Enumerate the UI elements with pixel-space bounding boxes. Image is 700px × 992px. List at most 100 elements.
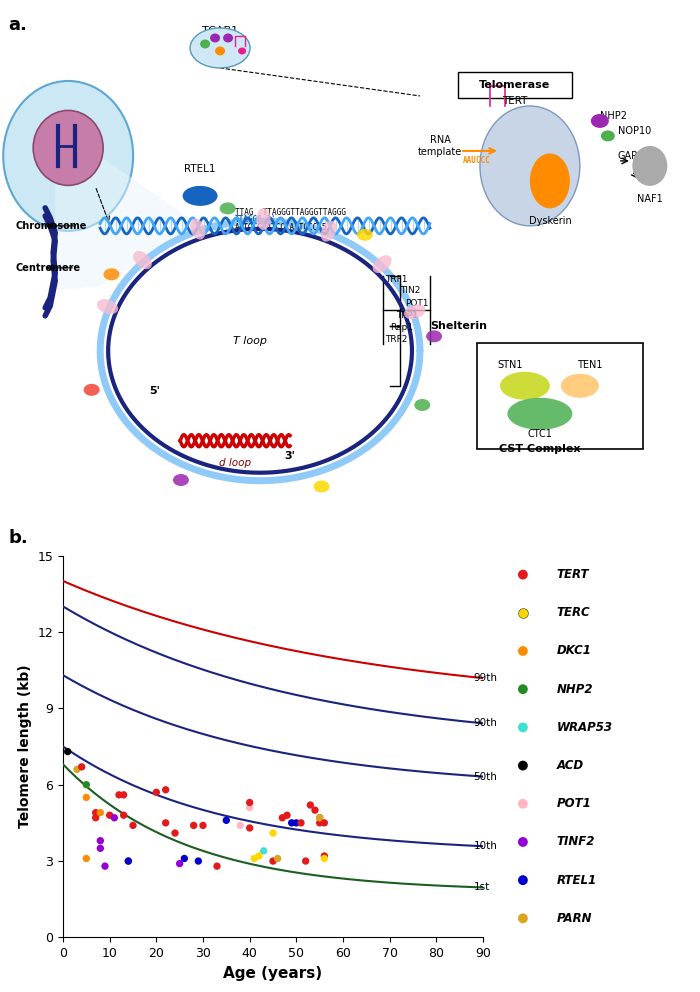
Ellipse shape <box>238 48 246 55</box>
Ellipse shape <box>173 474 189 486</box>
Point <box>80 790 92 806</box>
Text: NOP10: NOP10 <box>618 126 651 136</box>
Point <box>314 809 326 825</box>
Point <box>174 856 186 872</box>
Point <box>244 820 256 836</box>
Ellipse shape <box>104 268 120 281</box>
Text: 99th: 99th <box>474 674 498 683</box>
Text: TRF2: TRF2 <box>385 335 407 344</box>
Polygon shape <box>55 156 200 291</box>
Text: WRAP53: WRAP53 <box>557 721 613 734</box>
Ellipse shape <box>220 202 236 214</box>
Point <box>517 911 528 927</box>
Point <box>304 798 316 813</box>
Text: RNA
template: RNA template <box>418 135 462 157</box>
Ellipse shape <box>215 47 225 56</box>
X-axis label: Age (years): Age (years) <box>223 966 323 981</box>
Point <box>94 840 106 856</box>
Ellipse shape <box>480 106 580 226</box>
Ellipse shape <box>256 208 270 230</box>
Point <box>127 817 139 833</box>
Ellipse shape <box>372 255 391 273</box>
Text: ACD: ACD <box>557 759 584 772</box>
Ellipse shape <box>530 154 570 208</box>
Point <box>276 809 288 825</box>
Text: 90th: 90th <box>474 718 498 728</box>
Text: RTEL1: RTEL1 <box>184 164 216 174</box>
Point <box>188 817 199 833</box>
FancyBboxPatch shape <box>477 343 643 448</box>
Point <box>244 795 256 810</box>
Point <box>197 817 209 833</box>
Point <box>108 809 120 825</box>
Point <box>281 807 293 823</box>
Text: Chromosome: Chromosome <box>15 221 87 231</box>
Text: NAF1: NAF1 <box>637 193 663 204</box>
Text: DKC1: DKC1 <box>557 645 592 658</box>
Ellipse shape <box>83 384 99 396</box>
Point <box>517 872 528 888</box>
Ellipse shape <box>4 81 133 231</box>
Text: TPP1: TPP1 <box>396 311 418 320</box>
Point <box>318 850 330 866</box>
Ellipse shape <box>33 110 103 186</box>
Text: TIN2: TIN2 <box>400 287 420 296</box>
Ellipse shape <box>97 299 118 314</box>
Point <box>80 850 92 866</box>
Ellipse shape <box>601 130 615 142</box>
Point <box>118 787 130 803</box>
Y-axis label: Telomere length (kb): Telomere length (kb) <box>18 665 32 828</box>
Text: TINF2: TINF2 <box>557 835 595 848</box>
Point <box>62 744 74 760</box>
Point <box>295 815 307 831</box>
Point <box>517 834 528 850</box>
Ellipse shape <box>190 28 250 68</box>
Point <box>211 858 223 874</box>
Text: CTC1: CTC1 <box>527 429 552 438</box>
Text: TCAB1: TCAB1 <box>202 26 238 36</box>
Ellipse shape <box>414 399 430 411</box>
Text: 1st: 1st <box>474 883 490 893</box>
Text: NHP2: NHP2 <box>600 111 627 121</box>
Text: NHP2: NHP2 <box>557 682 594 695</box>
Point <box>122 853 134 869</box>
Text: b.: b. <box>8 529 28 547</box>
Point <box>113 787 125 803</box>
Point <box>234 817 246 833</box>
Text: AAUCCC: AAUCCC <box>463 156 491 165</box>
Text: d loop: d loop <box>219 457 251 467</box>
Point <box>272 850 284 866</box>
Ellipse shape <box>632 146 667 186</box>
Point <box>314 809 326 825</box>
Point <box>517 605 528 621</box>
Point <box>90 809 101 825</box>
Ellipse shape <box>426 330 442 342</box>
Ellipse shape <box>314 480 330 492</box>
Text: POT1: POT1 <box>557 798 592 810</box>
Text: Telomerase: Telomerase <box>480 80 550 90</box>
Ellipse shape <box>500 372 550 400</box>
Point <box>160 815 172 831</box>
Point <box>99 858 111 874</box>
Ellipse shape <box>133 251 152 269</box>
Text: GAR: GAR <box>618 151 639 161</box>
Text: PARN: PARN <box>557 912 592 925</box>
Text: 5': 5' <box>150 386 160 396</box>
Text: TTAGGG-3': TTAGGG-3' <box>235 215 276 224</box>
Ellipse shape <box>404 305 426 319</box>
Text: AATCCCAATCCCAATCCC-5': AATCCCAATCCCAATCCC-5' <box>235 223 332 232</box>
Point <box>517 682 528 697</box>
Point <box>118 807 130 823</box>
Text: Shelterin: Shelterin <box>430 320 487 330</box>
Point <box>290 815 302 831</box>
Point <box>160 782 172 798</box>
Text: STN1: STN1 <box>497 360 523 370</box>
Ellipse shape <box>200 40 210 49</box>
Text: POT1: POT1 <box>405 300 428 309</box>
Point <box>220 812 232 828</box>
Point <box>244 800 256 815</box>
Point <box>517 643 528 659</box>
Text: 50th: 50th <box>474 772 498 782</box>
Text: TERC: TERC <box>557 606 591 619</box>
Point <box>300 853 312 869</box>
